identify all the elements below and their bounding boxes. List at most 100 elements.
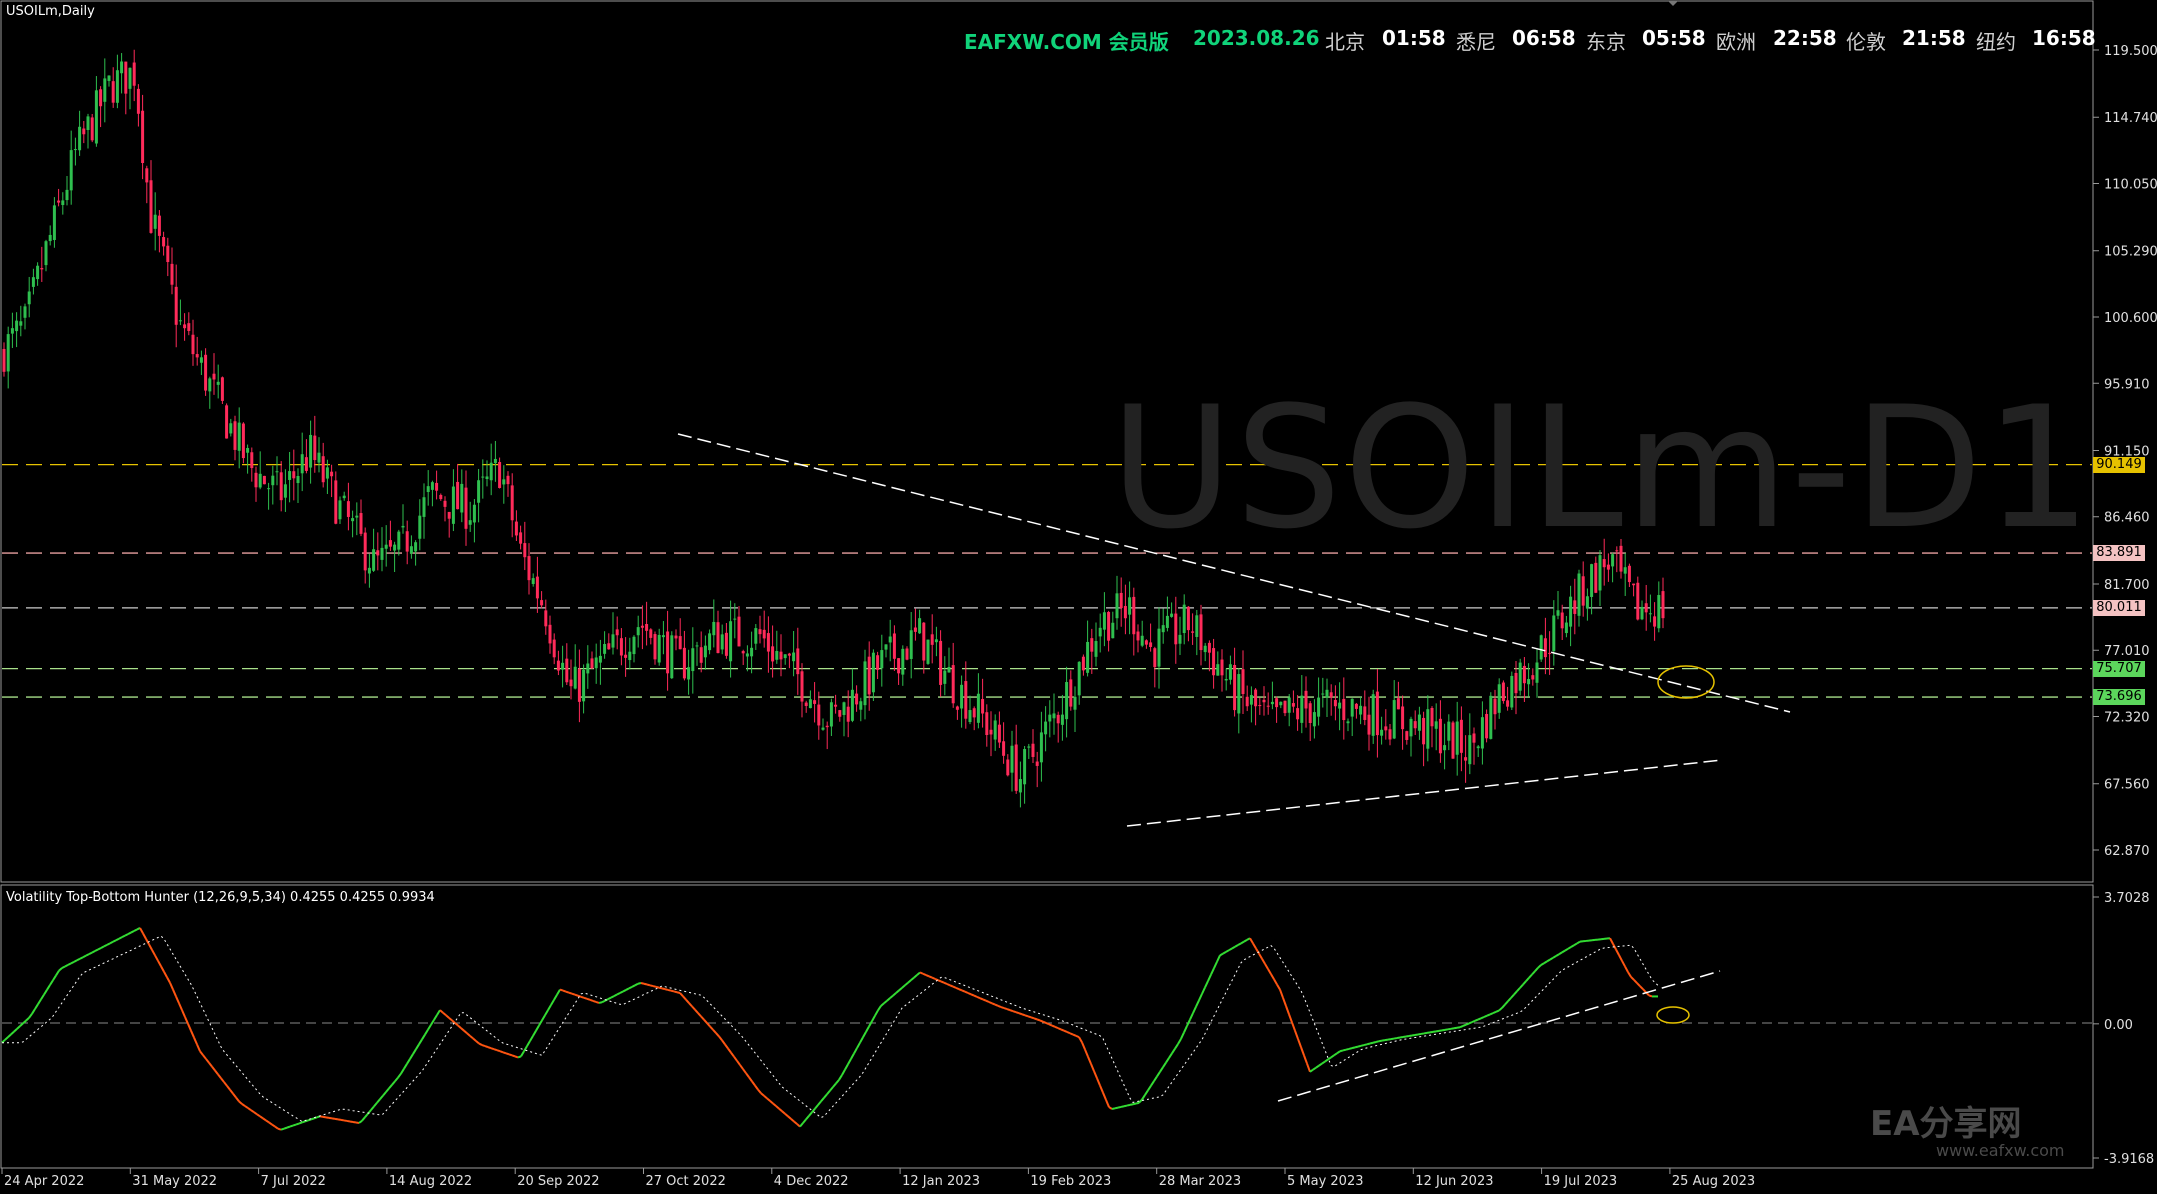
candle-up xyxy=(1270,701,1274,705)
osc-segment xyxy=(1201,987,1206,995)
candle-up xyxy=(703,645,707,658)
osc-segment xyxy=(574,993,579,997)
candle-down xyxy=(170,263,174,285)
upper-trendline[interactable] xyxy=(677,433,1791,713)
osc-segment xyxy=(610,995,615,999)
osc-segment xyxy=(670,989,675,993)
candle-up xyxy=(430,482,434,490)
osc-segment xyxy=(1231,945,1236,950)
osc-segment xyxy=(793,1120,798,1125)
price-level-label-2[interactable]: 83.891 xyxy=(2093,545,2145,562)
osc-segment xyxy=(1372,1041,1377,1044)
date-label: 2023.08.26 xyxy=(1193,26,1320,50)
candle-down xyxy=(649,629,653,638)
osc-segment xyxy=(1360,1044,1365,1047)
candle-down xyxy=(1199,614,1203,651)
osc-segment xyxy=(454,1022,459,1027)
osc-segment xyxy=(1249,937,1254,944)
osc-segment xyxy=(775,1105,780,1110)
osc-segment xyxy=(718,1035,723,1041)
candle-down xyxy=(40,268,44,270)
osc-segment xyxy=(1045,1022,1050,1026)
osc-segment xyxy=(874,1009,879,1017)
candle-up xyxy=(107,75,111,81)
osc-segment xyxy=(301,1120,306,1124)
osc-segment xyxy=(319,1115,324,1118)
candle-up xyxy=(460,483,464,513)
osc-segment xyxy=(322,1115,327,1119)
candle-down xyxy=(771,646,775,662)
price-level-label-5[interactable]: 73.696 xyxy=(2093,689,2145,706)
candle-down xyxy=(796,648,800,675)
candle-down xyxy=(233,421,237,450)
trendlines[interactable] xyxy=(677,433,1791,827)
osc-segment xyxy=(592,999,597,1003)
candle-down xyxy=(1396,698,1400,710)
osc-segment xyxy=(910,976,915,981)
osc-segment xyxy=(637,982,642,985)
osc-segment xyxy=(1468,1021,1473,1025)
osc-segment xyxy=(553,994,558,1001)
candle-down xyxy=(1653,616,1657,627)
osc-segment xyxy=(1393,1037,1398,1040)
osc-segment xyxy=(220,1077,225,1083)
candle-up xyxy=(842,702,846,715)
osc-segment xyxy=(1438,1029,1443,1032)
clock-time-newyork: 16:58 xyxy=(2032,26,2096,50)
osc-segment xyxy=(937,979,942,983)
osc-segment xyxy=(1057,1027,1062,1031)
osc-segment xyxy=(733,1056,738,1062)
candle-up xyxy=(36,265,40,280)
candle-down xyxy=(183,324,187,329)
shift-marker-icon[interactable] xyxy=(1668,1,1678,6)
osc-segment xyxy=(1234,944,1239,948)
osc-segment xyxy=(1117,1105,1122,1109)
candle-down xyxy=(1615,550,1619,552)
candle-up xyxy=(1569,596,1573,627)
eafxw-logo-name: EA分享网 xyxy=(1870,1104,2022,1144)
candle-down xyxy=(292,471,296,479)
osc-segment xyxy=(1288,1013,1293,1023)
candle-up xyxy=(31,277,35,287)
candle-up xyxy=(871,652,875,693)
osc-segment xyxy=(598,1001,603,1004)
osc-segment xyxy=(181,1009,186,1018)
main-panel-border xyxy=(0,0,2094,883)
osc-segment xyxy=(82,954,87,959)
osc-segment xyxy=(31,1008,36,1015)
candle-down xyxy=(590,658,594,669)
osc-segment xyxy=(643,982,648,986)
osc-segment xyxy=(1576,940,1581,945)
candle-down xyxy=(443,500,447,507)
osc-segment xyxy=(1135,1101,1140,1105)
candle-down xyxy=(132,62,136,86)
candle-down xyxy=(897,658,901,674)
osc-segment xyxy=(1492,1010,1497,1015)
price-tick-label: 77.010 xyxy=(2104,644,2150,659)
osc-segment xyxy=(331,1117,336,1120)
candle-up xyxy=(1086,641,1090,673)
price-level-label-4[interactable]: 75.707 xyxy=(2093,660,2145,677)
candle-down xyxy=(447,511,451,519)
time-axis: 24 Apr 2022 31 May 2022 7 Jul 2022 14 Aug 2… xyxy=(1,1168,1755,1189)
osc-segment xyxy=(532,1030,537,1037)
osc-segment xyxy=(1561,949,1566,954)
osc-segment xyxy=(22,1019,27,1025)
price-level-label-3[interactable]: 80.011 xyxy=(2093,599,2145,616)
osc-segment xyxy=(1432,1030,1437,1033)
brand-label[interactable]: EAFXW.COM 会员版 xyxy=(964,30,1169,54)
osc-segment xyxy=(1006,1008,1011,1012)
osc-segment xyxy=(688,1002,693,1008)
osc-segment xyxy=(1138,1098,1143,1104)
osc-trendline[interactable] xyxy=(1277,970,1721,1102)
osc-segment xyxy=(4,1036,9,1041)
osc-segment xyxy=(1294,1030,1299,1040)
price-level-label-1[interactable]: 90.149 xyxy=(2093,456,2145,473)
osc-segment xyxy=(1024,1014,1029,1018)
osc-segment xyxy=(1219,952,1224,957)
osc-segment xyxy=(478,1042,483,1046)
candle-down xyxy=(1636,582,1640,620)
candle-up xyxy=(947,666,951,673)
osc-segment xyxy=(739,1064,744,1070)
